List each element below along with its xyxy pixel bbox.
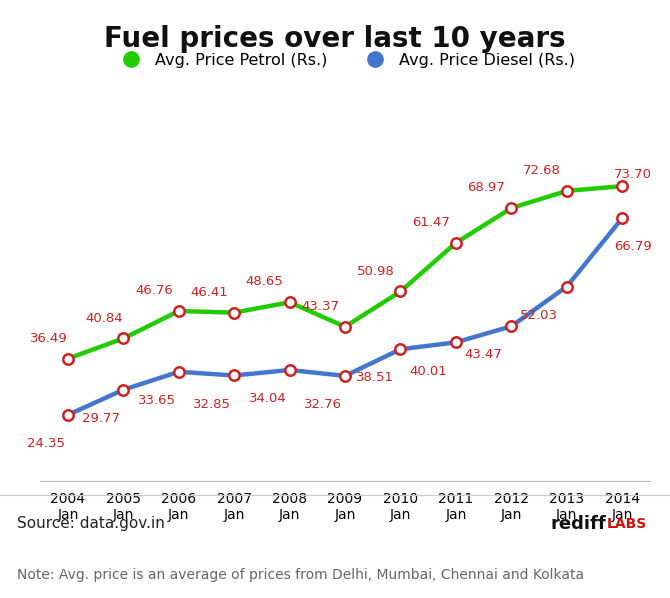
- Text: 29.77: 29.77: [82, 412, 120, 425]
- Legend: Avg. Price Petrol (Rs.), Avg. Price Diesel (Rs.): Avg. Price Petrol (Rs.), Avg. Price Dies…: [109, 46, 582, 74]
- Text: 32.76: 32.76: [304, 398, 342, 411]
- Text: 36.49: 36.49: [29, 332, 68, 344]
- Text: 68.97: 68.97: [468, 181, 505, 194]
- Text: rediff: rediff: [551, 515, 606, 533]
- Text: 52.03: 52.03: [520, 309, 558, 322]
- Text: Source: data.gov.in: Source: data.gov.in: [17, 517, 165, 532]
- Text: 61.47: 61.47: [412, 216, 450, 229]
- Text: 50.98: 50.98: [356, 264, 395, 277]
- Text: 34.04: 34.04: [249, 392, 286, 405]
- Text: LABS: LABS: [606, 517, 647, 531]
- Text: Fuel prices over last 10 years: Fuel prices over last 10 years: [105, 25, 565, 53]
- Text: 38.51: 38.51: [356, 371, 395, 385]
- Text: 40.84: 40.84: [85, 312, 123, 325]
- Text: 24.35: 24.35: [27, 437, 65, 450]
- Text: 46.76: 46.76: [135, 284, 173, 297]
- Text: Note: Avg. price is an average of prices from Delhi, Mumbai, Chennai and Kolkata: Note: Avg. price is an average of prices…: [17, 568, 584, 582]
- Text: 66.79: 66.79: [614, 240, 652, 254]
- Text: 48.65: 48.65: [246, 275, 283, 288]
- Text: 33.65: 33.65: [137, 394, 176, 407]
- Text: 32.85: 32.85: [193, 398, 231, 411]
- Text: 43.47: 43.47: [464, 349, 502, 362]
- Text: 73.70: 73.70: [614, 167, 653, 181]
- Text: 40.01: 40.01: [409, 365, 447, 377]
- Text: 43.37: 43.37: [301, 300, 339, 313]
- Text: 46.41: 46.41: [190, 286, 228, 299]
- Text: 72.68: 72.68: [523, 164, 561, 177]
